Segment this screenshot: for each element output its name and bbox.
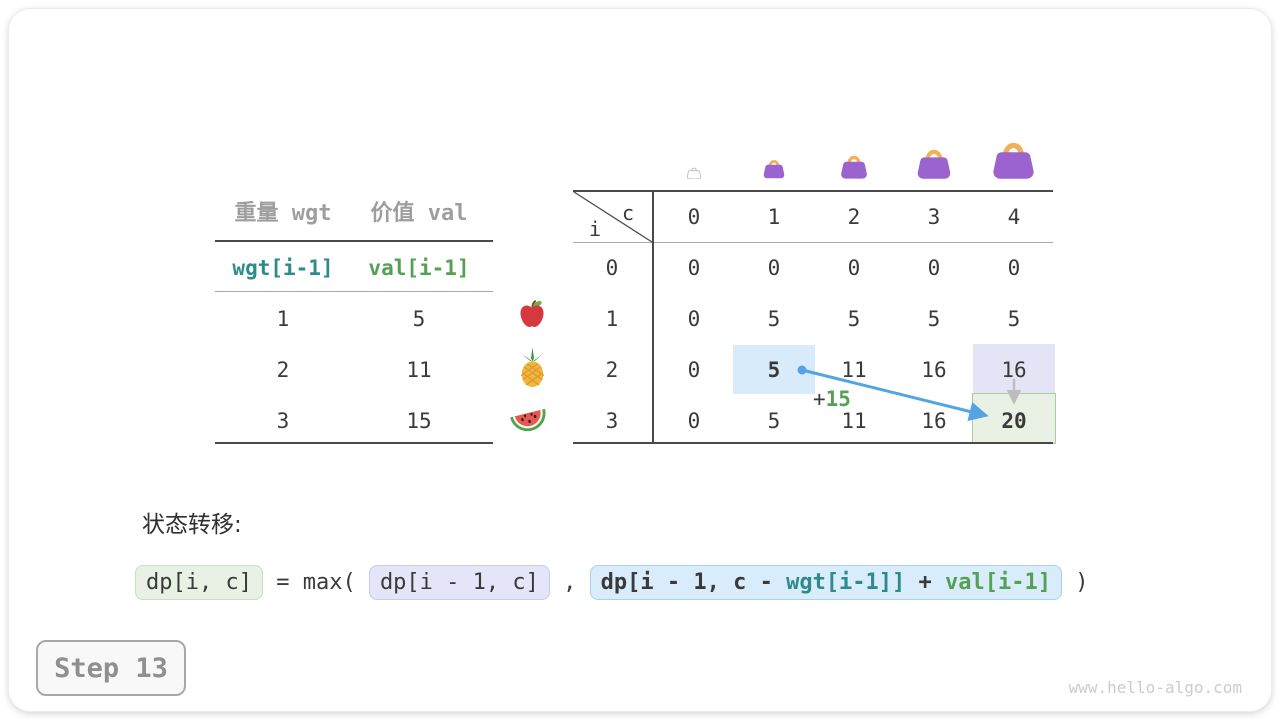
dp-col-header: 0 — [687, 205, 701, 229]
added-value: 15 — [825, 387, 851, 411]
item-value: 15 — [406, 409, 432, 433]
formula-lhs-box: dp[i, c] — [135, 564, 263, 600]
state-transition-formula: dp[i, c] = max( dp[i - 1, c] , dp[i - 1,… — [135, 559, 1089, 605]
dp-corner-col-var: c — [621, 201, 635, 225]
items-header-weight: 重量 wgt — [234, 201, 332, 226]
dp-cell: 5 — [767, 307, 781, 331]
transfer-arrow — [801, 368, 989, 421]
items-header-value: 价值 val — [370, 201, 468, 226]
dp-cell: 5 — [1007, 307, 1021, 331]
dp-row-header: 2 — [605, 358, 619, 382]
dp-corner-row-var: i — [588, 217, 602, 241]
formula-eq-max: = max( — [262, 569, 369, 595]
item-weight: 1 — [276, 307, 290, 331]
items-table-rule-bottom — [215, 442, 493, 444]
dp-cell-prev: 16 — [1001, 358, 1027, 382]
dp-corner-diagonal — [573, 191, 653, 243]
item-value: 11 — [406, 358, 432, 382]
dp-table-rule-bottom — [573, 442, 1053, 444]
bag-icon-1 — [762, 157, 786, 183]
empty-bag-icon — [686, 164, 702, 183]
bag-icon-4 — [990, 137, 1037, 183]
formula-arg2-prefix: dp[i - 1, c - — [600, 569, 787, 595]
items-table-rule-top — [215, 240, 493, 242]
dp-cell: 11 — [841, 358, 867, 382]
dp-col-header: 4 — [1007, 205, 1021, 229]
bag-icon-3 — [915, 145, 953, 183]
dp-table-rule-vertical — [652, 190, 654, 444]
formula-arg1-box: dp[i - 1, c] — [368, 564, 550, 600]
items-var-val: val[i-1] — [368, 256, 470, 280]
dp-cell: 16 — [921, 358, 947, 382]
dp-cell: 0 — [687, 307, 701, 331]
dp-col-header: 1 — [767, 205, 781, 229]
formula-arg2-box: dp[i - 1, c - wgt[i-1]] + val[i-1] — [589, 564, 1063, 600]
dp-cell: 0 — [687, 409, 701, 433]
dp-cell: 0 — [687, 358, 701, 382]
dp-col-header: 3 — [927, 205, 941, 229]
watermelon-icon — [508, 405, 550, 445]
dp-row-header: 0 — [605, 256, 619, 280]
watermark: www.hello-algo.com — [1068, 678, 1242, 697]
pineapple-icon — [517, 347, 548, 392]
dp-cell: 5 — [767, 409, 781, 433]
dp-cell-result: 20 — [1001, 409, 1027, 433]
bag-icon-2 — [839, 152, 869, 183]
dp-cell: 5 — [847, 307, 861, 331]
item-value: 5 — [412, 307, 426, 331]
formula-close-paren: ) — [1062, 569, 1089, 595]
apple-icon — [516, 298, 548, 334]
dp-cell: 0 — [767, 256, 781, 280]
section-label: 状态转移: — [142, 512, 242, 538]
step-badge: Step 13 — [36, 640, 186, 696]
dp-row-header: 3 — [605, 409, 619, 433]
dp-cell: 5 — [927, 307, 941, 331]
formula-comma: , — [549, 569, 590, 595]
dp-cell: 11 — [841, 409, 867, 433]
dp-cell: 16 — [921, 409, 947, 433]
dp-table-rule-header — [573, 242, 1053, 243]
item-weight: 2 — [276, 358, 290, 382]
add-value-annotation: +15 — [813, 387, 851, 411]
formula-arg2-plus: + — [905, 569, 946, 595]
item-weight: 3 — [276, 409, 290, 433]
dp-cell: 0 — [847, 256, 861, 280]
dp-cell: 0 — [687, 256, 701, 280]
plus-sign: + — [813, 387, 826, 411]
dp-row-header: 1 — [605, 307, 619, 331]
formula-arg2-val: val[i-1] — [945, 569, 1052, 595]
dp-col-header: 2 — [847, 205, 861, 229]
dp-table-rule-top — [573, 190, 1053, 192]
dp-cell: 0 — [927, 256, 941, 280]
dp-cell: 0 — [1007, 256, 1021, 280]
dp-cell-source: 5 — [767, 358, 781, 382]
items-table-rule-mid — [215, 291, 493, 292]
items-var-wgt: wgt[i-1] — [232, 256, 334, 280]
formula-arg2-wgt: wgt[i-1]] — [786, 569, 906, 595]
